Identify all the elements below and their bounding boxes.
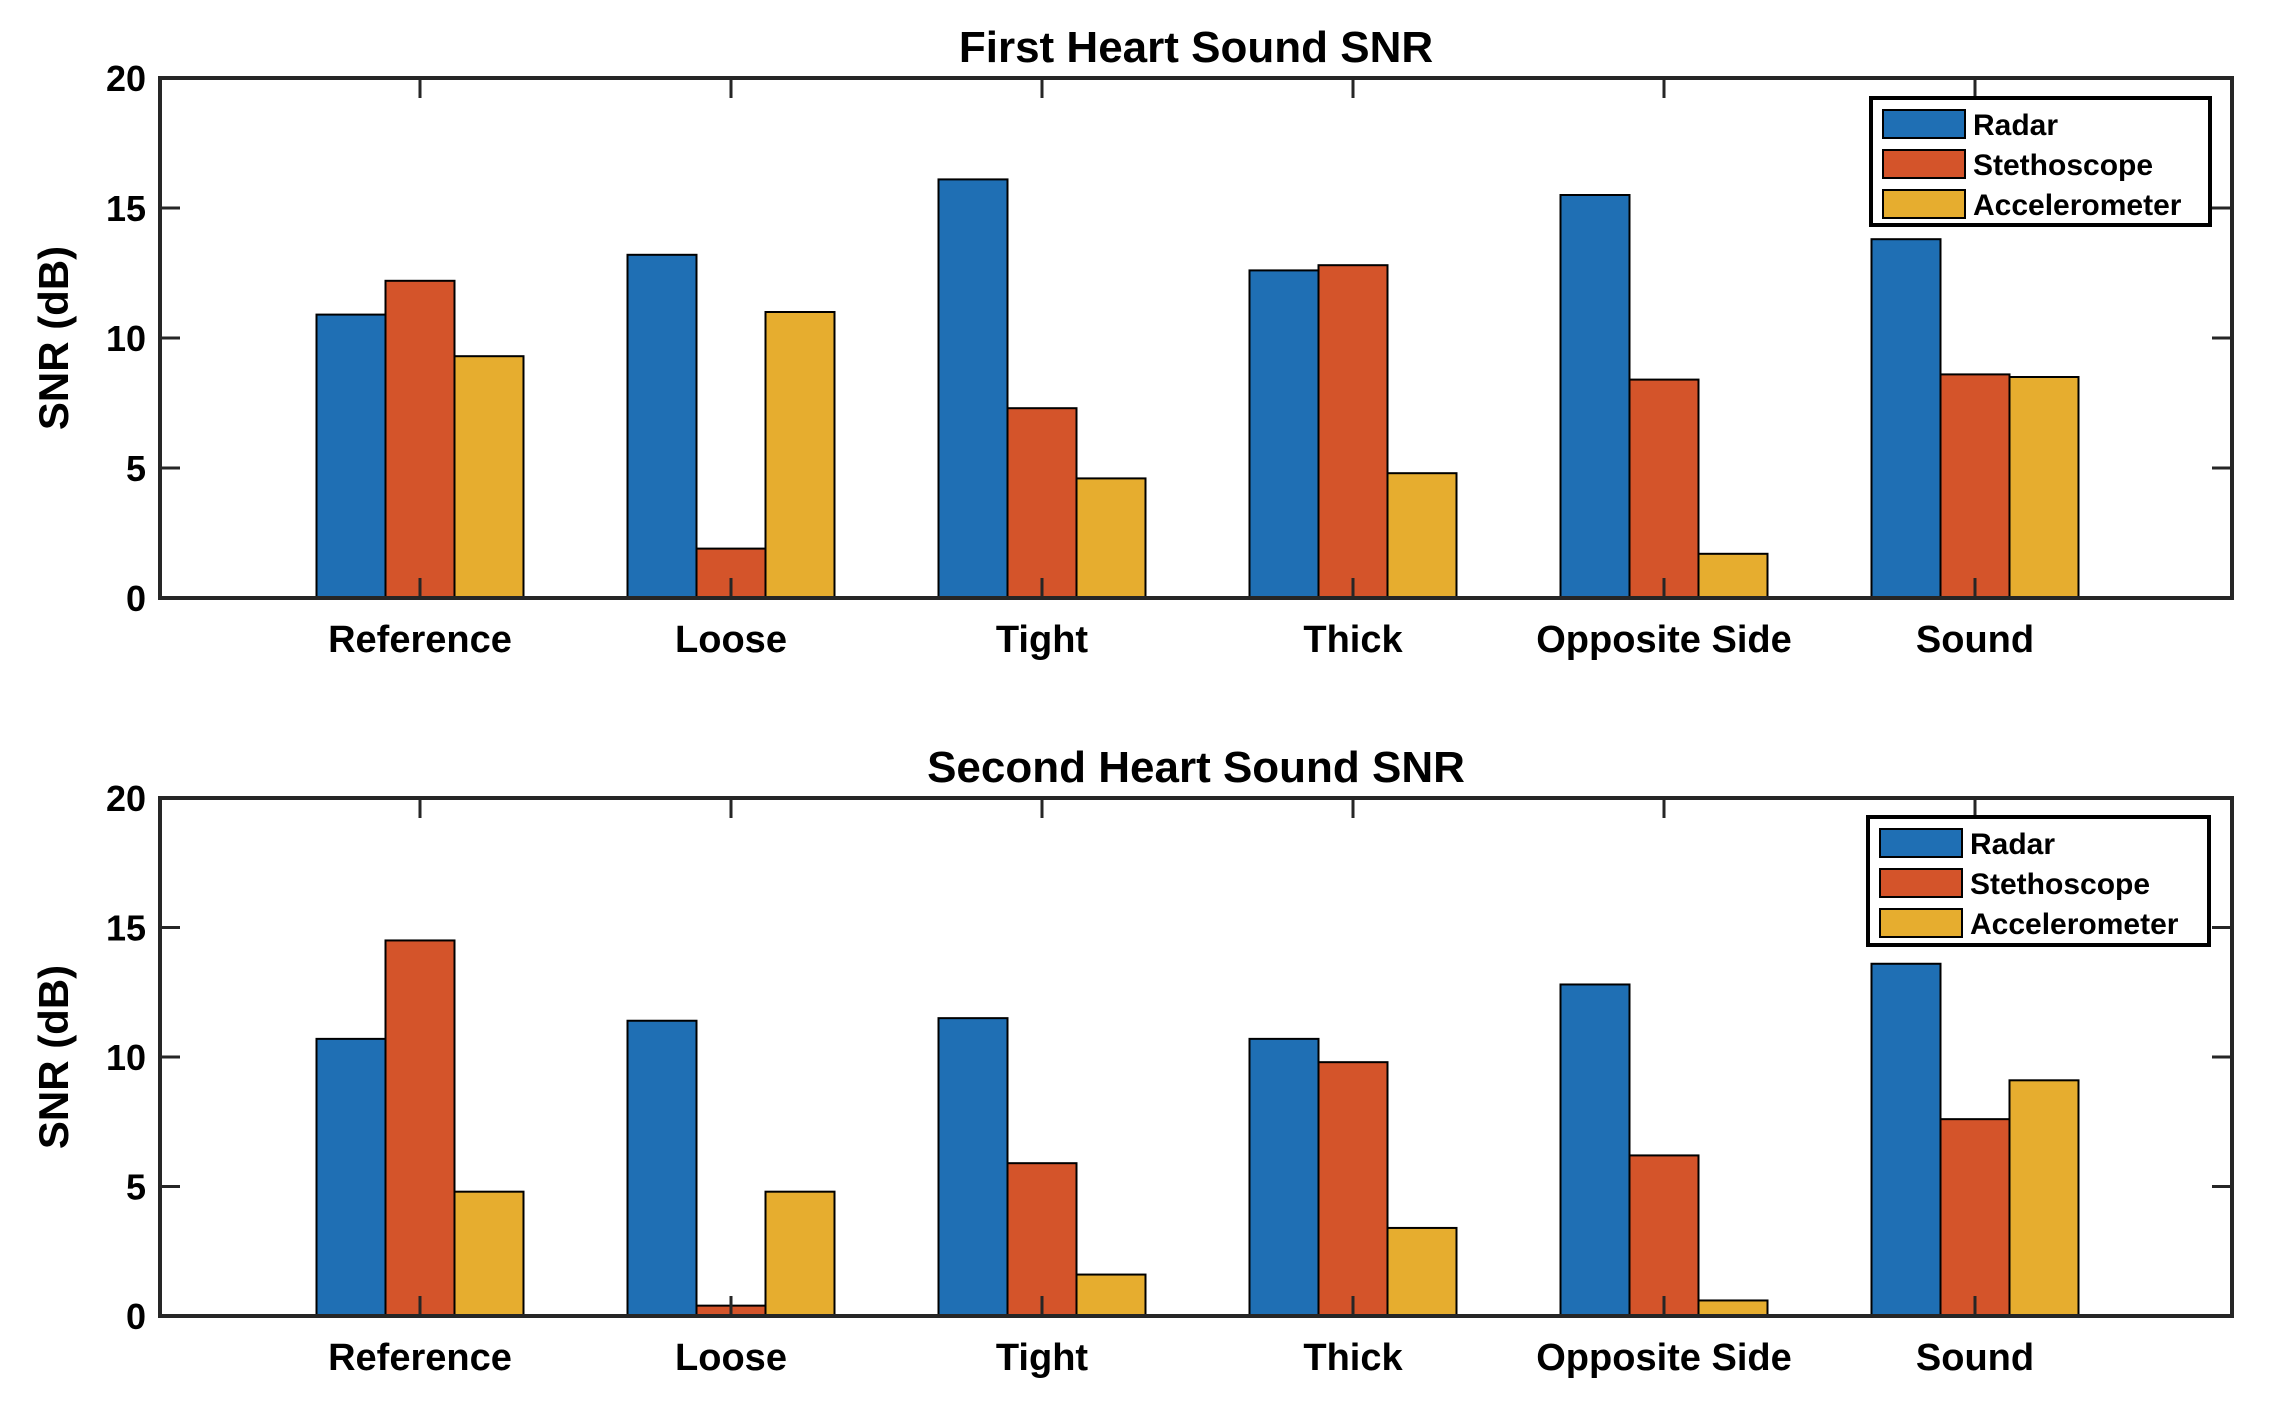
bar-radar-sound — [1870, 962, 1942, 1317]
y-tick-label: 5 — [126, 448, 146, 489]
x-tick-label: Tight — [996, 1337, 1089, 1379]
legend-swatch-accelerometer — [1879, 908, 1963, 938]
bar-stethoscope-reference — [384, 939, 456, 1317]
x-tick-label: Thick — [1303, 1337, 1403, 1379]
bar-stethoscope-tight — [1006, 407, 1078, 600]
x-tick-label: Loose — [675, 1337, 787, 1379]
bar-stethoscope-sound — [1939, 1118, 2011, 1318]
bar-accelerometer-reference — [453, 1190, 525, 1318]
bar-radar-thick — [1248, 1037, 1320, 1317]
bar-radar-reference — [315, 1037, 387, 1317]
bar-stethoscope-reference — [384, 279, 456, 599]
y-axis-label: SNR (dB) — [30, 965, 77, 1149]
bar-accelerometer-sound — [2008, 376, 2080, 599]
x-tick-label: Reference — [328, 1337, 512, 1379]
legend-swatch-stethoscope — [1879, 868, 1963, 898]
x-tick-label: Opposite Side — [1536, 1337, 1791, 1379]
y-tick-label: 10 — [106, 1037, 146, 1078]
bar-accelerometer-opposite-side — [1697, 1299, 1769, 1317]
bar-stethoscope-sound — [1939, 373, 2011, 599]
legend-label-accelerometer: Accelerometer — [1970, 908, 2179, 941]
y-axis-label: SNR (dB) — [30, 246, 77, 430]
legend-label-stethoscope: Stethoscope — [1973, 149, 2153, 182]
chart-title: Second Heart Sound SNR — [927, 743, 1465, 792]
y-tick-label: 15 — [106, 188, 146, 229]
legend-swatch-radar — [1879, 828, 1963, 858]
chart-title: First Heart Sound SNR — [959, 23, 1433, 72]
bar-stethoscope-thick — [1317, 264, 1389, 599]
legend-label-radar: Radar — [1973, 109, 2058, 142]
x-tick-label: Tight — [996, 619, 1089, 661]
legend-swatch-accelerometer — [1882, 189, 1966, 219]
bar-radar-loose — [626, 253, 698, 600]
bar-radar-tight — [937, 1017, 1009, 1318]
y-tick-label: 20 — [106, 58, 146, 99]
x-tick-label: Thick — [1303, 619, 1403, 661]
bar-accelerometer-reference — [453, 355, 525, 600]
bar-accelerometer-tight — [1075, 1273, 1147, 1318]
x-tick-label: Reference — [328, 619, 512, 661]
y-tick-label: 10 — [106, 318, 146, 359]
y-tick-label: 5 — [126, 1167, 146, 1208]
bar-stethoscope-opposite-side — [1628, 1154, 1700, 1318]
x-tick-label: Opposite Side — [1536, 619, 1791, 661]
bar-accelerometer-loose — [764, 311, 836, 599]
y-tick-label: 0 — [126, 1296, 146, 1337]
y-tick-label: 0 — [126, 578, 146, 619]
bar-stethoscope-thick — [1317, 1061, 1389, 1318]
bar-radar-loose — [626, 1019, 698, 1317]
bar-accelerometer-thick — [1386, 1226, 1458, 1317]
bar-accelerometer-opposite-side — [1697, 552, 1769, 599]
chart-2: Second Heart Sound SNR 0 5 10 15 20 Reference L… — [30, 743, 2234, 1379]
x-tick-label: Sound — [1916, 1337, 2034, 1379]
legend-swatch-radar — [1882, 109, 1966, 139]
legend-label-accelerometer: Accelerometer — [1973, 189, 2182, 222]
bar-radar-thick — [1248, 269, 1320, 599]
x-tick-label: Loose — [675, 619, 787, 661]
bar-radar-opposite-side — [1559, 983, 1631, 1317]
legend-swatch-stethoscope — [1882, 149, 1966, 179]
bar-radar-reference — [315, 313, 387, 599]
bar-stethoscope-tight — [1006, 1162, 1078, 1317]
bar-accelerometer-loose — [764, 1190, 836, 1318]
legend-label-radar: Radar — [1970, 828, 2055, 861]
legend: Radar Stethoscope Accelerometer — [1866, 815, 2211, 947]
x-tick-label: Sound — [1916, 619, 2034, 661]
legend-label-stethoscope: Stethoscope — [1970, 868, 2150, 901]
bar-stethoscope-opposite-side — [1628, 378, 1700, 599]
bar-accelerometer-tight — [1075, 477, 1147, 599]
legend: Radar Stethoscope Accelerometer — [1869, 96, 2212, 227]
y-tick-label: 20 — [106, 778, 146, 819]
bar-accelerometer-thick — [1386, 472, 1458, 600]
bar-radar-opposite-side — [1559, 194, 1631, 599]
chart-1: First Heart Sound SNR 0 5 10 15 20 Reference Lo… — [30, 23, 2234, 661]
y-tick-label: 15 — [106, 908, 146, 949]
bar-radar-sound — [1870, 238, 1942, 599]
bar-accelerometer-sound — [2008, 1079, 2080, 1318]
bar-radar-tight — [937, 178, 1009, 599]
